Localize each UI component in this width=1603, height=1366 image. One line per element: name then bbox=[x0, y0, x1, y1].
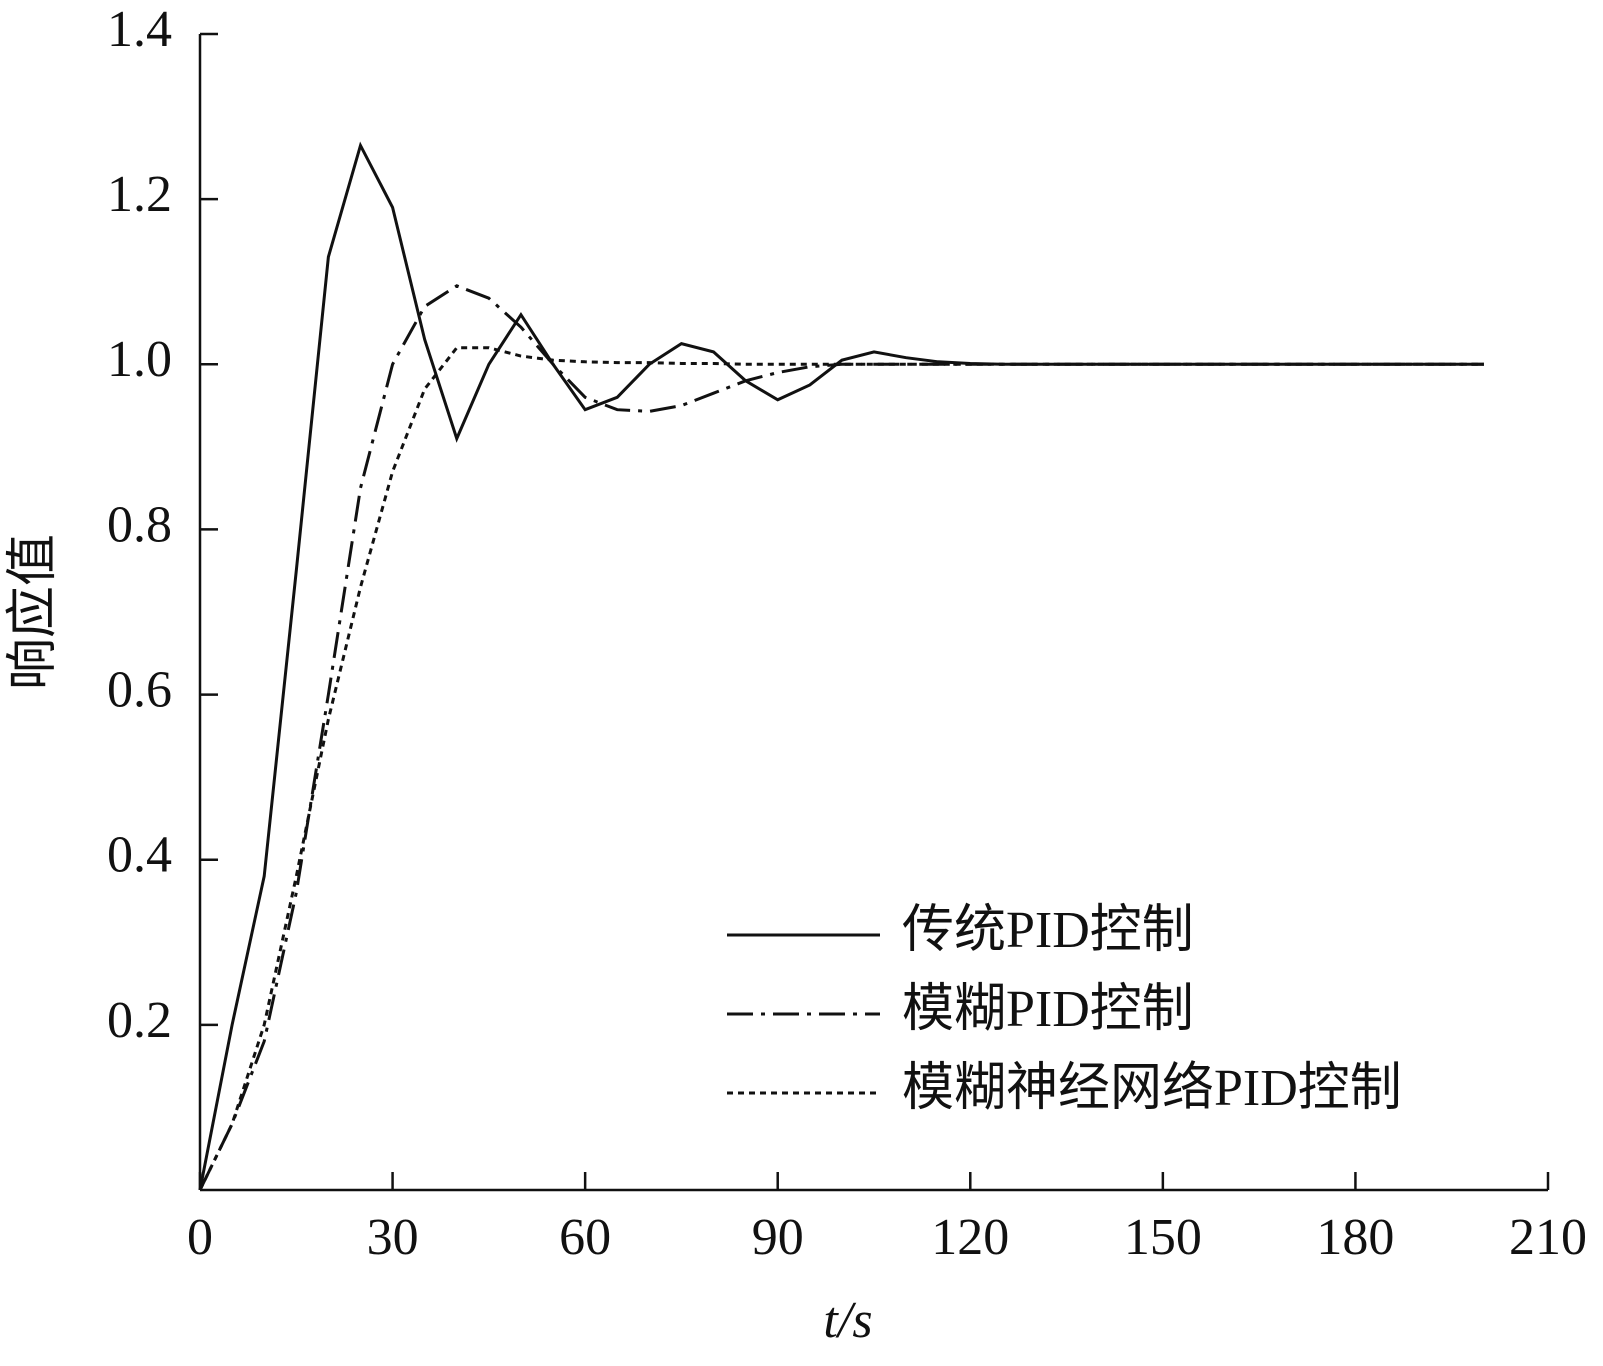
x-tick-label: 150 bbox=[1124, 1209, 1202, 1266]
y-tick-label: 0.6 bbox=[107, 662, 172, 719]
legend-label: 传统PID控制 bbox=[902, 902, 1194, 959]
y-axis-label: 响应值 bbox=[5, 534, 62, 690]
y-tick-label: 0.4 bbox=[107, 827, 172, 884]
x-tick-label: 120 bbox=[931, 1209, 1009, 1266]
legend-label: 模糊PID控制 bbox=[902, 981, 1194, 1038]
y-tick-label: 1.2 bbox=[107, 166, 172, 223]
line-series bbox=[198, 284, 1484, 1191]
x-tick-label: 30 bbox=[367, 1209, 419, 1266]
y-tick-label: 0.8 bbox=[107, 496, 172, 553]
x-tick-label: 180 bbox=[1316, 1209, 1394, 1266]
legend-label: 模糊神经网络PID控制 bbox=[902, 1060, 1402, 1117]
x-tick-label: 0 bbox=[187, 1209, 213, 1266]
x-tick-label: 60 bbox=[559, 1209, 611, 1266]
line-series bbox=[198, 141, 1484, 1191]
y-tick-label: 1.4 bbox=[107, 1, 172, 58]
y-tick-label: 0.2 bbox=[107, 992, 172, 1049]
x-tick-label: 210 bbox=[1509, 1209, 1587, 1266]
y-tick-label: 1.0 bbox=[107, 331, 172, 388]
x-tick-label: 90 bbox=[752, 1209, 804, 1266]
line-series bbox=[198, 346, 1484, 1191]
x-axis-label: t/s bbox=[823, 1292, 872, 1349]
